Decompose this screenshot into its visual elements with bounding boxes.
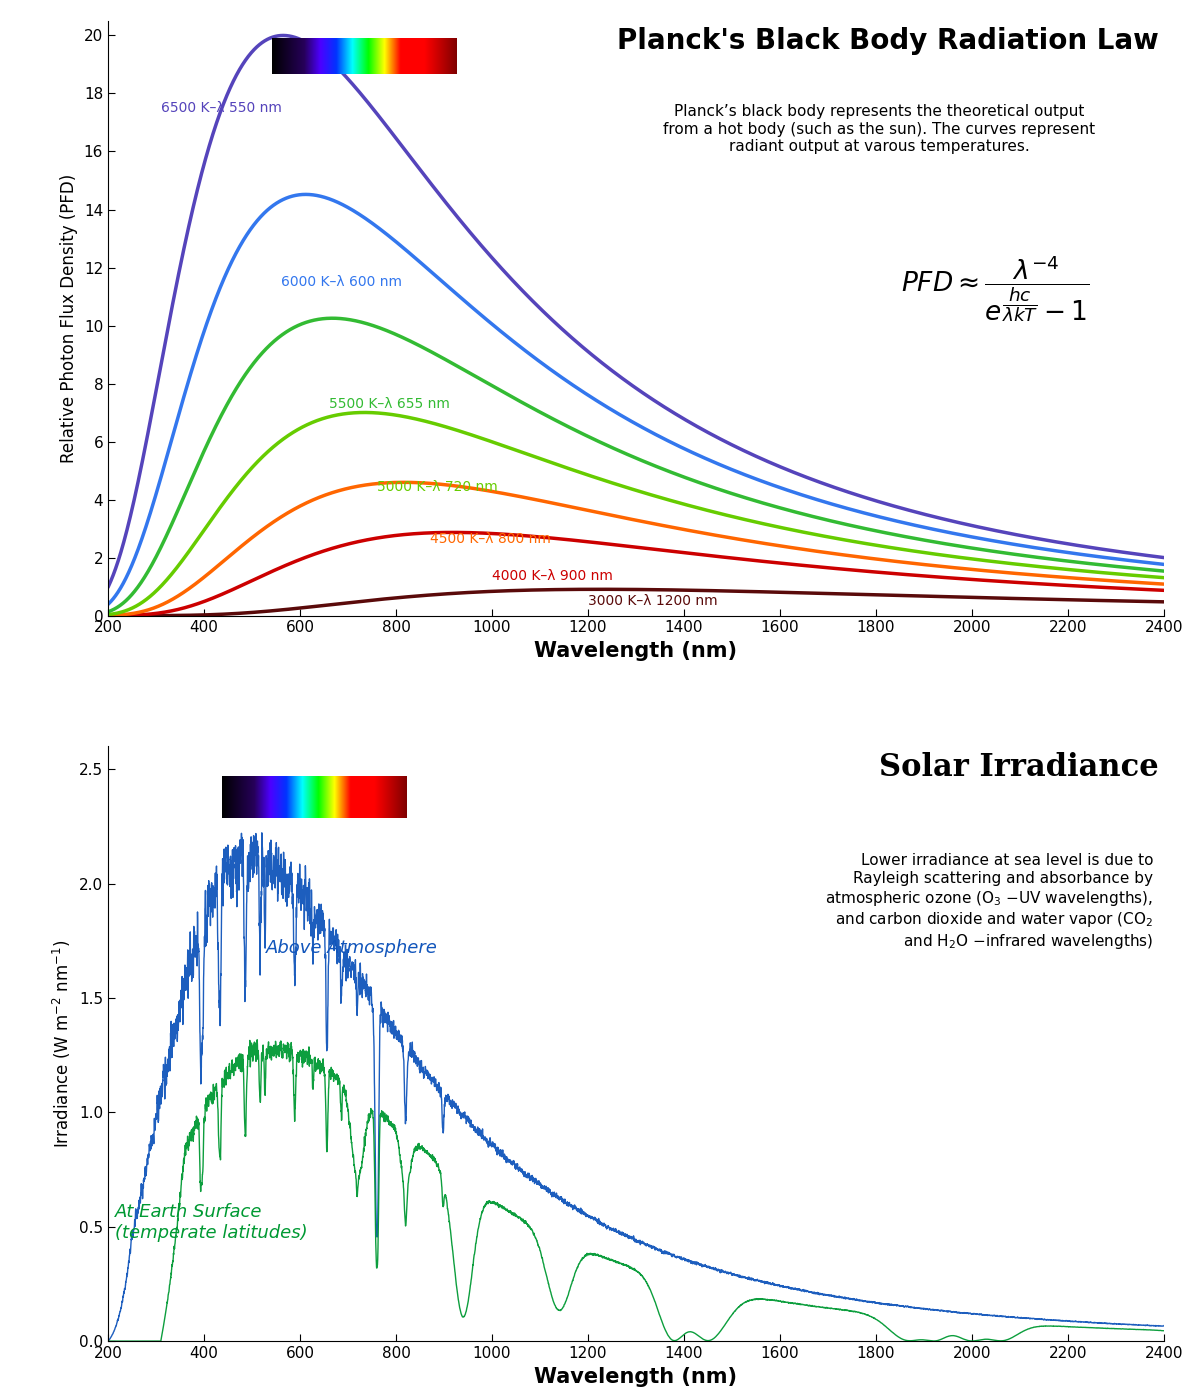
Text: Solar Irradiance: Solar Irradiance <box>878 753 1159 784</box>
X-axis label: Wavelength (nm): Wavelength (nm) <box>534 1366 738 1387</box>
Text: 4500 K–λ 800 nm: 4500 K–λ 800 nm <box>430 532 551 546</box>
Text: Planck's Black Body Radiation Law: Planck's Black Body Radiation Law <box>617 27 1159 54</box>
Y-axis label: Relative Photon Flux Density (PFD): Relative Photon Flux Density (PFD) <box>60 173 78 462</box>
Y-axis label: Irradiance (W m$^{-2}$ nm$^{-1}$): Irradiance (W m$^{-2}$ nm$^{-1}$) <box>52 940 73 1148</box>
Text: 5000 K–λ 720 nm: 5000 K–λ 720 nm <box>377 479 498 493</box>
X-axis label: Wavelength (nm): Wavelength (nm) <box>534 641 738 661</box>
Text: 6000 K–λ 600 nm: 6000 K–λ 600 nm <box>281 275 402 289</box>
Text: Lower irradiance at sea level is due to
Rayleigh scattering and absorbance by
at: Lower irradiance at sea level is due to … <box>826 854 1153 951</box>
Text: Planck’s black body represents the theoretical output
from a hot body (such as t: Planck’s black body represents the theor… <box>662 105 1094 154</box>
Text: Above Atmosphere: Above Atmosphere <box>266 939 438 957</box>
Text: 3000 K–λ 1200 nm: 3000 K–λ 1200 nm <box>588 594 718 608</box>
Text: 5500 K–λ 655 nm: 5500 K–λ 655 nm <box>329 397 450 411</box>
Text: 4000 K–λ 900 nm: 4000 K–λ 900 nm <box>492 570 613 584</box>
Text: $PFD \approx \dfrac{\lambda^{-4}}{e^{\dfrac{hc}{\lambda kT}}-1}$: $PFD \approx \dfrac{\lambda^{-4}}{e^{\df… <box>901 253 1090 324</box>
Text: At Earth Surface
(temperate latitudes): At Earth Surface (temperate latitudes) <box>115 1203 308 1242</box>
Text: 6500 K–λ 550 nm: 6500 K–λ 550 nm <box>161 101 282 115</box>
